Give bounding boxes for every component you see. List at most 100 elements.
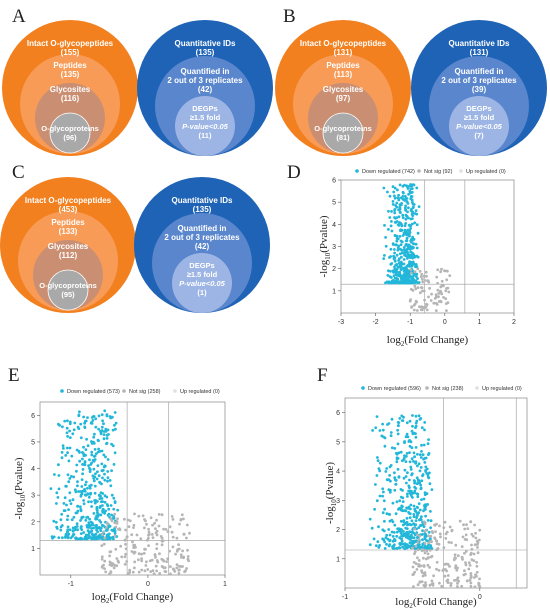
point-not-sig: [433, 523, 437, 527]
point-down-regulated: [421, 474, 424, 478]
point-not-sig: [409, 287, 413, 291]
legend-label: Not sig (238): [432, 386, 464, 392]
point-down-regulated: [415, 536, 419, 539]
legend-marker: [122, 389, 126, 393]
point-down-regulated: [102, 422, 105, 426]
point-not-sig: [476, 546, 479, 549]
point-not-sig: [461, 535, 465, 539]
point-down-regulated: [92, 536, 96, 540]
point-down-regulated: [49, 487, 53, 490]
point-not-sig: [162, 559, 166, 563]
point-not-sig: [151, 536, 155, 539]
point-down-regulated: [85, 516, 88, 519]
legend-label: Up regulated (0): [466, 169, 506, 175]
point-not-sig: [472, 552, 476, 556]
point-down-regulated: [406, 495, 409, 498]
point-down-regulated: [62, 446, 65, 450]
point-down-regulated: [106, 513, 110, 517]
point-down-regulated: [88, 470, 92, 473]
point-down-regulated: [376, 459, 380, 463]
point-not-sig: [168, 525, 172, 529]
point-down-regulated: [412, 522, 415, 525]
panel-e: E -1 0 1 1 2 3 4 5 6 log2(Fold Change) -log10(Pval…: [0, 360, 275, 609]
point-not-sig: [423, 573, 427, 577]
plot-frame: [340, 179, 515, 314]
point-not-sig: [475, 570, 479, 574]
point-down-regulated: [80, 492, 84, 495]
point-down-regulated: [407, 536, 410, 540]
point-not-sig: [416, 267, 420, 271]
point-not-sig: [169, 572, 172, 576]
point-down-regulated: [397, 215, 401, 219]
point-not-sig: [108, 554, 111, 558]
point-down-regulated: [393, 209, 396, 212]
point-not-sig: [133, 543, 137, 547]
point-down-regulated: [382, 490, 385, 494]
point-down-regulated: [411, 280, 414, 283]
point-down-regulated: [62, 502, 66, 505]
point-down-regulated: [101, 510, 105, 514]
point-not-sig: [133, 560, 137, 564]
point-down-regulated: [416, 506, 419, 509]
label-quant: Quantitative IDs: [175, 39, 236, 48]
point-down-regulated: [405, 270, 409, 273]
point-not-sig: [412, 572, 415, 576]
point-not-sig: [109, 570, 113, 574]
point-not-sig: [436, 288, 440, 292]
point-down-regulated: [106, 533, 110, 537]
point-down-regulated: [368, 543, 372, 547]
point-down-regulated: [385, 533, 389, 537]
point-not-sig: [145, 560, 148, 564]
point-down-regulated: [78, 505, 82, 509]
point-down-regulated: [86, 416, 89, 419]
point-down-regulated: [425, 539, 428, 542]
point-not-sig: [448, 274, 452, 277]
point-down-regulated: [399, 243, 403, 247]
point-down-regulated: [74, 536, 78, 540]
point-down-regulated: [66, 514, 70, 518]
point-down-regulated: [382, 257, 386, 260]
point-not-sig: [182, 517, 185, 521]
point-down-regulated: [59, 518, 63, 522]
point-down-regulated: [109, 504, 113, 507]
point-not-sig: [415, 309, 419, 312]
point-down-regulated: [111, 428, 115, 432]
point-down-regulated: [83, 487, 86, 491]
point-down-regulated: [422, 443, 426, 447]
x-axis-label: log2(Fold Change): [387, 334, 469, 348]
point-not-sig: [182, 532, 186, 536]
point-not-sig: [445, 278, 449, 282]
y-tick-label: 4: [31, 466, 35, 473]
point-down-regulated: [400, 506, 404, 509]
point-down-regulated: [406, 471, 409, 475]
point-down-regulated: [393, 234, 397, 238]
point-not-sig: [463, 551, 466, 555]
point-down-regulated: [88, 486, 92, 490]
point-not-sig: [469, 584, 473, 588]
point-down-regulated: [425, 492, 429, 495]
point-down-regulated: [92, 512, 96, 515]
point-down-regulated: [98, 480, 101, 484]
point-not-sig: [458, 519, 462, 523]
point-not-sig: [171, 545, 175, 549]
point-down-regulated: [412, 203, 416, 206]
x-tick-label: 0: [146, 581, 150, 588]
point-down-regulated: [412, 513, 416, 516]
point-not-sig: [427, 534, 430, 538]
point-down-regulated: [411, 543, 414, 546]
point-down-regulated: [408, 516, 412, 519]
point-down-regulated: [419, 417, 423, 420]
point-down-regulated: [100, 462, 104, 466]
point-down-regulated: [411, 414, 414, 417]
point-down-regulated: [407, 484, 411, 488]
label-intact: Intact O-glycopeptides: [27, 39, 114, 48]
point-down-regulated: [417, 205, 421, 208]
point-down-regulated: [422, 497, 426, 501]
point-not-sig: [439, 289, 442, 293]
point-not-sig: [175, 536, 179, 540]
venn-panel-c: Intact O-glycopeptides (453) Peptides (1…: [0, 177, 270, 313]
point-down-regulated: [395, 530, 399, 534]
point-not-sig: [417, 538, 421, 542]
point-down-regulated: [412, 460, 415, 463]
point-not-sig: [415, 568, 419, 571]
